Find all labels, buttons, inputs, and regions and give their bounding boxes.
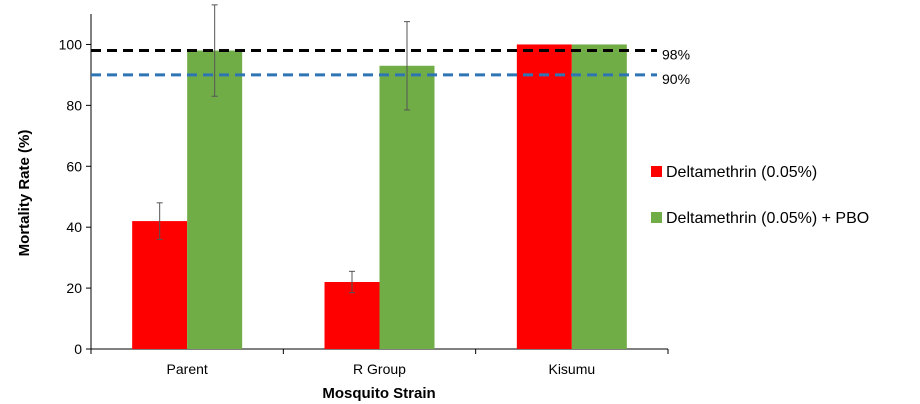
legend: Deltamethrin (0.05%) Deltamethrin (0.05%… bbox=[651, 164, 869, 227]
legend-swatch-deltamethrin bbox=[651, 166, 662, 177]
error-bars bbox=[156, 4, 410, 294]
y-tick-label: 100 bbox=[59, 36, 83, 52]
y-tick-label: 80 bbox=[66, 97, 82, 113]
bar-deltamethrin bbox=[324, 282, 380, 349]
y-tick-label: 0 bbox=[74, 341, 82, 357]
reference-line-label-98: 98% bbox=[662, 47, 690, 63]
bars bbox=[132, 44, 627, 350]
x-axis-title: Mosquito Strain bbox=[322, 385, 435, 402]
y-tick-label: 60 bbox=[66, 158, 82, 174]
legend-swatch-deltamethrin-pbo bbox=[651, 212, 662, 223]
bar-deltamethrin-pbo bbox=[379, 65, 435, 349]
y-axis-title: Mortality Rate (%) bbox=[16, 130, 33, 257]
y-axis: 0 20 40 60 80 100 bbox=[59, 14, 92, 357]
legend-label-deltamethrin-pbo: Deltamethrin (0.05%) + PBO bbox=[666, 210, 869, 227]
x-tick-label: R Group bbox=[353, 361, 406, 377]
x-axis: Parent R Group Kisumu bbox=[90, 348, 669, 377]
x-tick-label: Kisumu bbox=[548, 361, 595, 377]
reference-line-label-90: 90% bbox=[662, 71, 690, 87]
y-tick-label: 20 bbox=[66, 280, 82, 296]
y-tick-label: 40 bbox=[66, 219, 82, 235]
legend-label-deltamethrin: Deltamethrin (0.05%) bbox=[666, 164, 817, 181]
bar-deltamethrin bbox=[132, 221, 188, 349]
bar-deltamethrin-pbo bbox=[571, 44, 627, 350]
bar-deltamethrin bbox=[516, 44, 572, 350]
reference-lines: 98% 90% bbox=[91, 47, 690, 87]
bar-deltamethrin-pbo bbox=[187, 50, 243, 349]
x-tick-label: Parent bbox=[167, 361, 208, 377]
